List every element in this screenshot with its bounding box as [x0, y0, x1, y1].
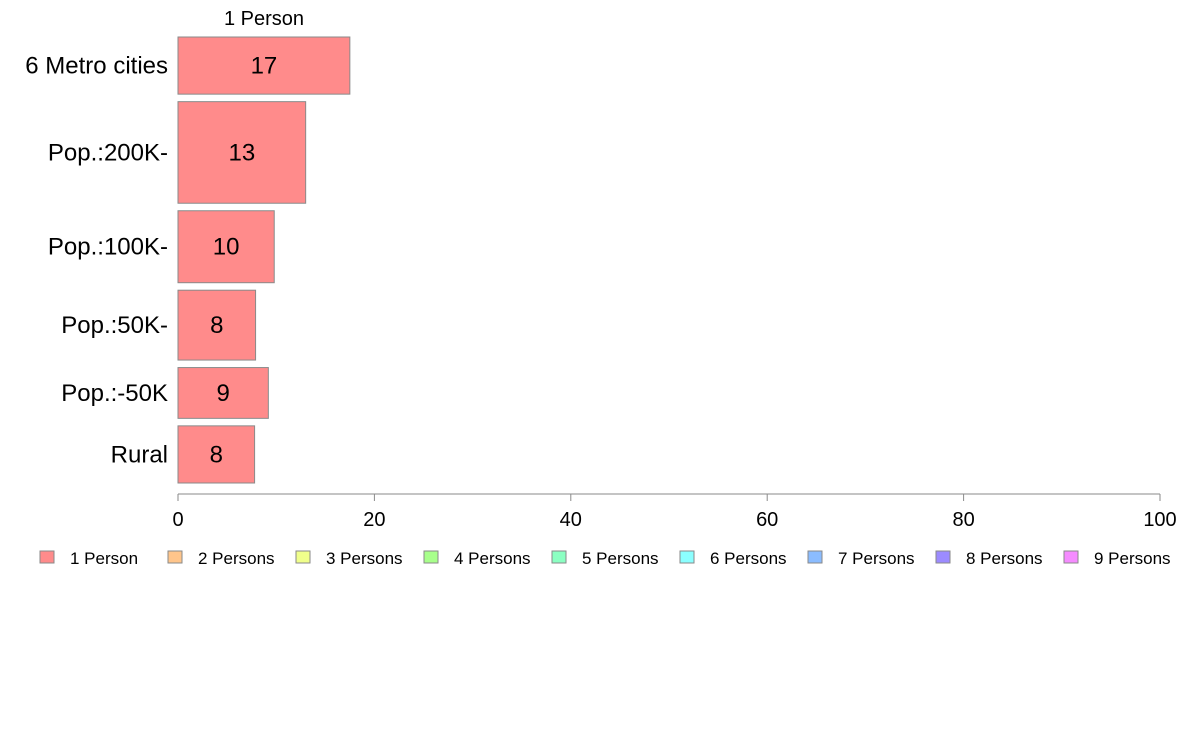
x-tick-label: 60 [756, 509, 778, 531]
column-header: 1 Person [224, 8, 304, 30]
legend-label: 4 Persons [454, 549, 531, 568]
legend-swatch [551, 550, 567, 564]
legend: 1 Person 2 Persons 3 Persons 4 Persons 5 Per… [39, 549, 1171, 568]
category-label: Rural [111, 441, 168, 468]
category-label: Pop.:200K- [48, 139, 168, 166]
legend-swatch [1063, 550, 1079, 564]
bar-value-label: 8 [210, 312, 223, 339]
bar [177, 210, 275, 284]
x-tick-label: 0 [172, 509, 183, 531]
legend-label: 1 Person [70, 549, 138, 568]
legend-swatch [39, 550, 55, 564]
category-label: 6 Metro cities [25, 53, 168, 80]
x-axis: 0 20 40 60 80 100 [172, 493, 1177, 531]
legend-swatch [679, 550, 695, 564]
x-tick-label: 80 [952, 509, 974, 531]
legend-swatch [423, 550, 439, 564]
x-tick-label: 20 [363, 509, 385, 531]
x-tick-label: 100 [1143, 509, 1176, 531]
legend-label: 6 Persons [710, 549, 787, 568]
legend-label: 5 Persons [582, 549, 659, 568]
legend-swatch [807, 550, 823, 564]
legend-swatch [295, 550, 311, 564]
legend-label: 8 Persons [966, 549, 1043, 568]
legend-swatch [935, 550, 951, 564]
legend-label: 2 Persons [198, 549, 275, 568]
bar-value-label: 17 [251, 53, 278, 80]
bar [177, 425, 256, 484]
category-label: Pop.:100K- [48, 234, 168, 261]
category-label: Pop.:50K- [61, 312, 168, 339]
legend-swatch [167, 550, 183, 564]
legend-label: 7 Persons [838, 549, 915, 568]
category-label: Pop.:-50K [61, 380, 168, 407]
bar-value-label: 13 [228, 139, 255, 166]
bar-value-label: 10 [213, 234, 240, 261]
x-tick-label: 40 [560, 509, 582, 531]
legend-label: 9 Persons [1094, 549, 1171, 568]
bar-value-label: 8 [210, 441, 223, 468]
legend-label: 3 Persons [326, 549, 403, 568]
bar [177, 289, 257, 361]
bar [177, 367, 269, 419]
bar [177, 101, 307, 204]
bars-group: 17 6 Metro cities 13 Pop.:200K- 10 Pop.:100K-… [25, 36, 351, 484]
bar [177, 36, 351, 95]
bar-value-label: 9 [216, 380, 229, 407]
